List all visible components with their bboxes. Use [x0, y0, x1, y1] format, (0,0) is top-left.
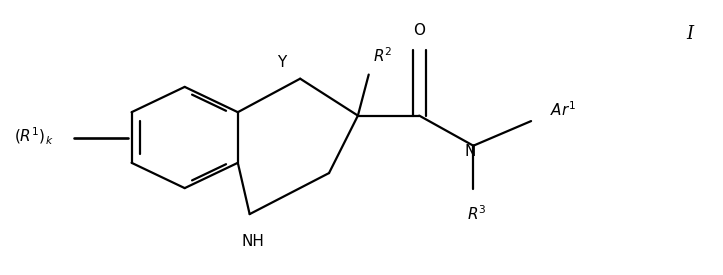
Text: $R^{2}$: $R^{2}$ [374, 46, 393, 65]
Text: $(R^{1})_{k}$: $(R^{1})_{k}$ [14, 126, 54, 147]
Text: I: I [686, 24, 693, 43]
Text: $Ar^{1}$: $Ar^{1}$ [550, 101, 577, 120]
Text: $R^{3}$: $R^{3}$ [467, 205, 487, 224]
Text: NH: NH [241, 234, 265, 249]
Text: Y: Y [278, 55, 287, 70]
Text: O: O [414, 23, 425, 38]
Text: N: N [464, 144, 476, 159]
